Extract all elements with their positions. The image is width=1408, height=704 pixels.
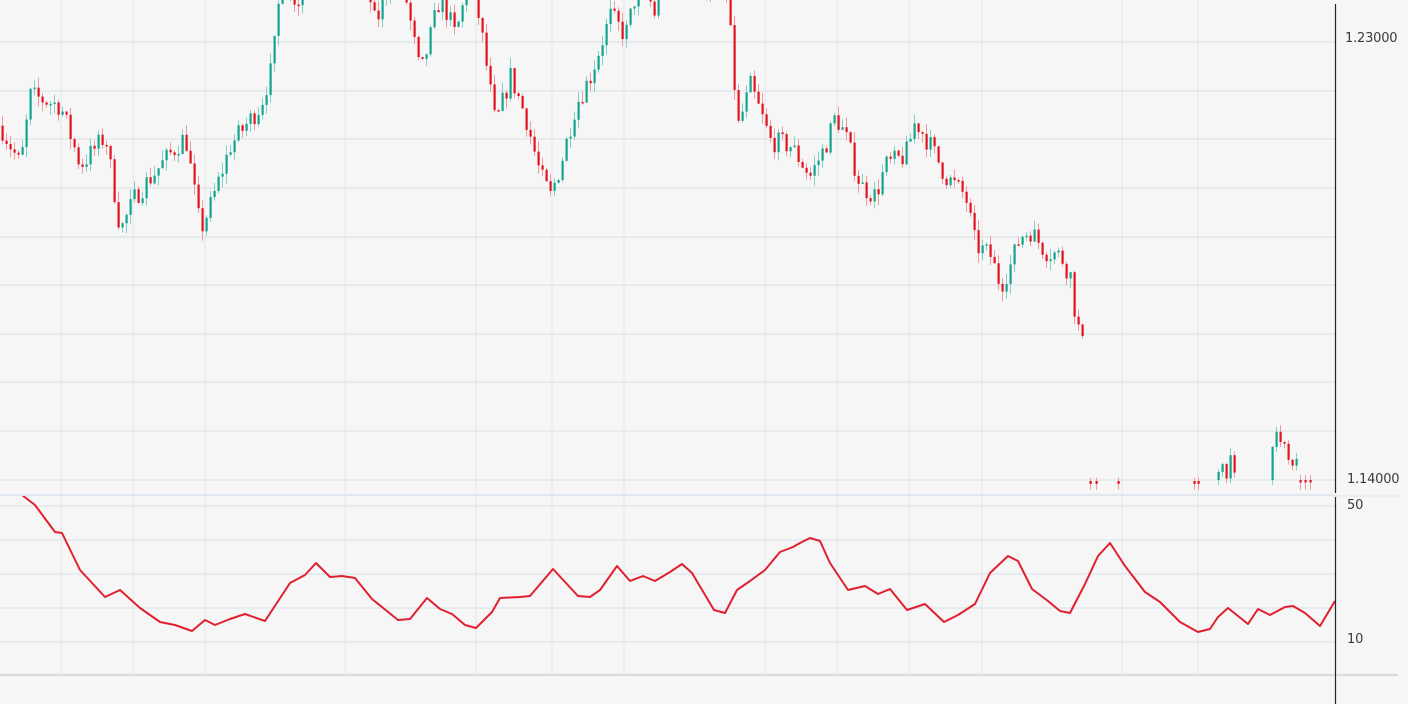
axes	[0, 4, 1398, 704]
price-axis-scale[interactable]	[1336, 0, 1408, 494]
oscillator-axis-label-top: 50	[1347, 498, 1364, 513]
oscillator-axis-label-bottom: 10	[1347, 632, 1364, 647]
price-candles	[1, 0, 1312, 490]
price-axis-label-bottom: 1.14000	[1347, 472, 1400, 487]
oscillator-line	[21, 494, 1336, 633]
oscillator-axis-scale[interactable]	[1336, 496, 1408, 676]
price-axis-label-top: 1.23000	[1345, 31, 1398, 46]
